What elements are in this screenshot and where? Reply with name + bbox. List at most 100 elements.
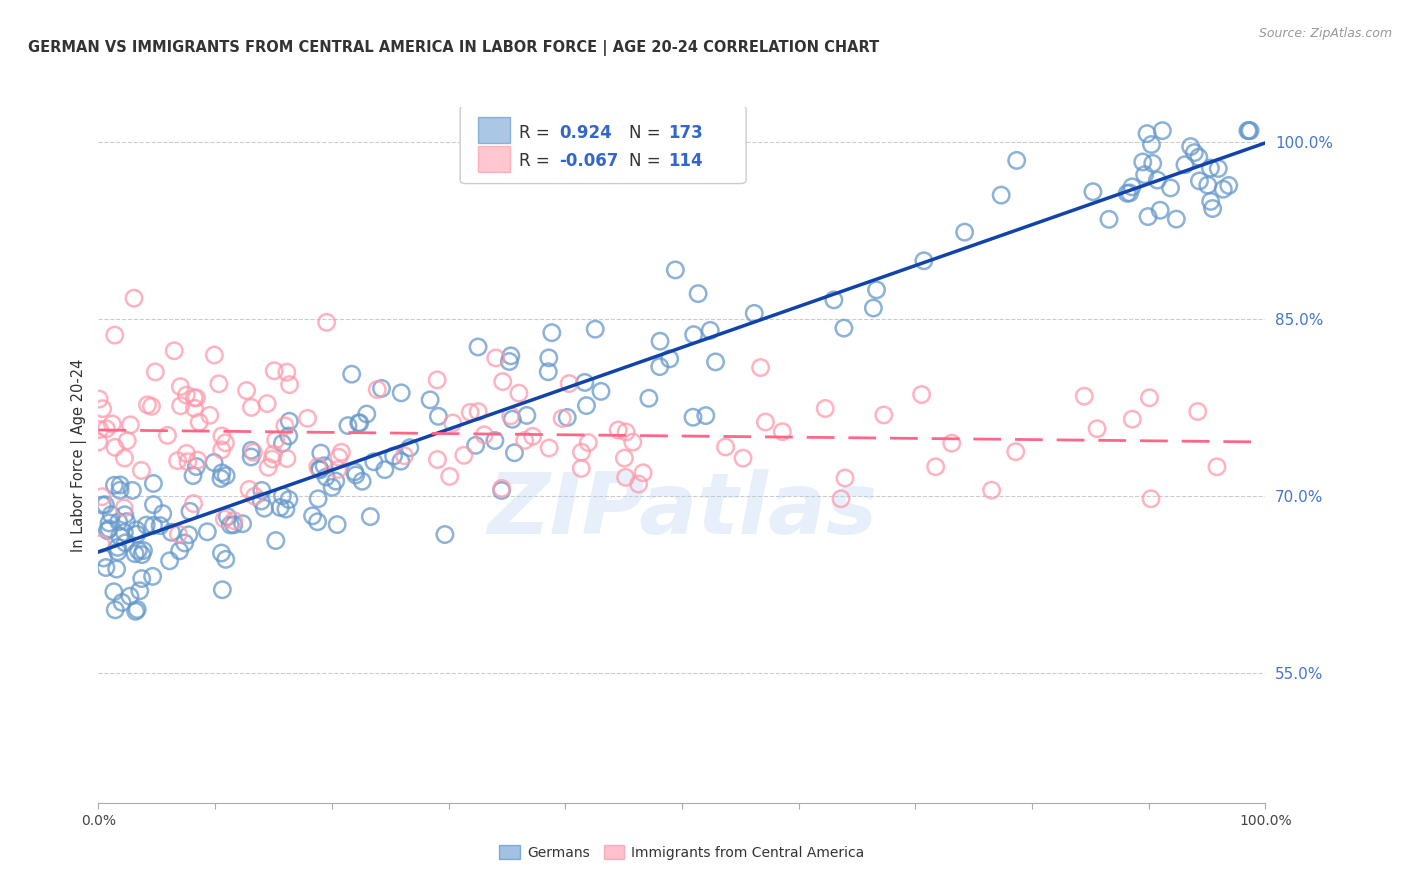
Point xyxy=(114,508,136,522)
Point xyxy=(394,449,416,463)
Point xyxy=(136,398,159,412)
Point xyxy=(1206,459,1229,474)
Point xyxy=(1237,123,1260,137)
Point xyxy=(250,483,273,498)
Point xyxy=(704,355,727,369)
Point xyxy=(834,471,856,485)
Point xyxy=(240,450,263,464)
Point xyxy=(240,401,263,415)
Point xyxy=(173,536,195,550)
Point xyxy=(183,401,205,416)
Point xyxy=(453,448,475,462)
Point xyxy=(211,582,233,597)
Point xyxy=(664,263,686,277)
Point xyxy=(537,351,560,365)
Point xyxy=(115,515,138,529)
Point xyxy=(343,465,366,479)
Point xyxy=(366,383,388,397)
Point xyxy=(648,334,671,349)
Point xyxy=(143,365,166,379)
Point xyxy=(1136,127,1159,141)
Point xyxy=(315,470,337,484)
Point xyxy=(278,414,301,428)
Point xyxy=(714,440,737,454)
Point xyxy=(217,509,239,524)
Point xyxy=(321,480,343,494)
Point xyxy=(1218,178,1240,193)
Point xyxy=(419,392,441,407)
Point xyxy=(94,498,117,512)
Point xyxy=(97,522,120,536)
Point xyxy=(370,381,392,395)
Point xyxy=(1081,185,1104,199)
Point xyxy=(264,433,287,447)
Point xyxy=(183,391,205,405)
Point xyxy=(1142,156,1164,170)
Point xyxy=(1073,389,1095,403)
Point xyxy=(614,470,637,484)
Point xyxy=(277,429,299,443)
Point xyxy=(208,376,231,391)
Point xyxy=(538,441,561,455)
Point xyxy=(1201,202,1223,216)
Point xyxy=(688,286,710,301)
Point xyxy=(467,404,489,418)
Point xyxy=(219,517,242,532)
Point xyxy=(253,501,276,516)
Point xyxy=(924,459,946,474)
Point xyxy=(1237,123,1260,137)
Point xyxy=(441,416,464,430)
Point xyxy=(262,452,284,467)
Point xyxy=(278,377,301,392)
Point xyxy=(142,569,165,583)
Point xyxy=(1140,137,1163,152)
Point xyxy=(382,449,405,463)
Point xyxy=(648,359,671,374)
Point xyxy=(269,500,291,515)
Point xyxy=(181,468,204,483)
Point xyxy=(426,452,449,467)
Point xyxy=(307,459,329,474)
Point xyxy=(589,384,612,399)
Point xyxy=(91,490,114,504)
Point xyxy=(433,527,456,541)
Point xyxy=(1085,422,1108,436)
Point xyxy=(336,418,359,433)
Point xyxy=(89,392,111,406)
Point xyxy=(301,508,323,523)
Point xyxy=(458,405,481,419)
Point xyxy=(186,391,208,405)
Point xyxy=(1199,194,1222,209)
Point xyxy=(98,516,121,530)
Point xyxy=(1139,391,1161,405)
Point xyxy=(104,603,127,617)
Point xyxy=(211,466,233,480)
Point xyxy=(742,306,765,320)
Point xyxy=(125,527,148,541)
Point xyxy=(1004,444,1026,458)
Point xyxy=(198,409,221,423)
Text: GERMAN VS IMMIGRANTS FROM CENTRAL AMERICA IN LABOR FORCE | AGE 20-24 CORRELATION: GERMAN VS IMMIGRANTS FROM CENTRAL AMERIC… xyxy=(28,40,879,56)
Point xyxy=(122,291,145,305)
Point xyxy=(980,483,1002,498)
Point xyxy=(169,544,191,558)
FancyBboxPatch shape xyxy=(460,105,747,184)
Point xyxy=(1160,181,1182,195)
Point xyxy=(439,469,461,483)
Point xyxy=(142,518,165,533)
Point xyxy=(211,442,233,457)
Point xyxy=(347,416,370,430)
Point xyxy=(105,562,128,576)
Point xyxy=(501,412,523,426)
Point xyxy=(108,478,131,492)
Point xyxy=(330,445,353,459)
Point xyxy=(1098,212,1121,227)
Point xyxy=(699,323,721,337)
Point xyxy=(222,517,245,532)
Point xyxy=(492,375,515,389)
Point xyxy=(124,604,146,618)
Point xyxy=(309,463,332,477)
Point xyxy=(1174,158,1197,172)
Point xyxy=(114,536,136,550)
Point xyxy=(214,435,236,450)
